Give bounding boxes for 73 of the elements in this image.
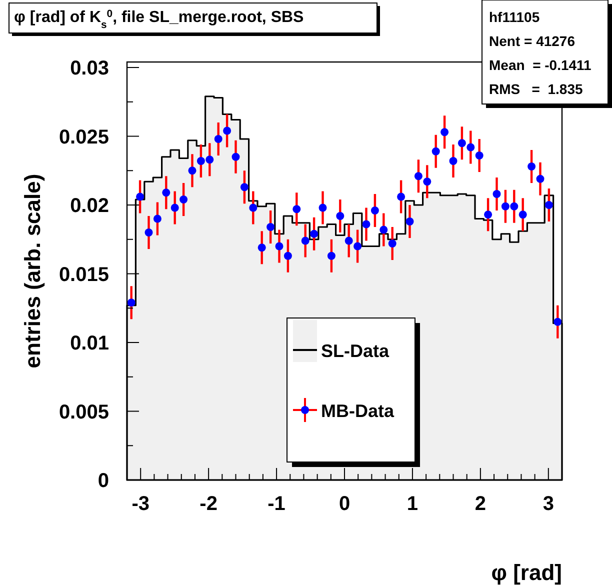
point [266, 223, 275, 231]
point [536, 174, 544, 183]
point [475, 152, 484, 160]
point [414, 172, 422, 180]
y-tick-label: 0.015 [58, 264, 109, 286]
point [554, 318, 562, 326]
point [544, 201, 553, 209]
point [370, 206, 379, 214]
x-axis-title: φ [rad] [491, 560, 562, 585]
point [196, 157, 205, 165]
point [492, 190, 501, 198]
point [310, 230, 318, 238]
x-tick-label: -1 [268, 493, 286, 515]
chart-title: φ [rad] of K$_{s}$$^{0}$, file SL_merge.root, SBS [14, 8, 304, 30]
x-tick-label: 3 [542, 493, 554, 515]
point [466, 143, 475, 152]
text: hf11105 [489, 9, 540, 25]
point [440, 128, 449, 136]
annotation: RMS = 1.835 [489, 81, 583, 97]
x-tick-label: -3 [132, 493, 150, 515]
x-tick-label: 1 [406, 493, 418, 515]
y-tick-label: 0.02 [70, 195, 109, 217]
y-tick-label: 0.025 [58, 126, 109, 148]
point [301, 236, 310, 245]
point [510, 202, 518, 210]
point [423, 178, 432, 186]
annotation: Mean = -0.1411 [489, 57, 592, 73]
point [232, 152, 240, 161]
point [144, 228, 153, 236]
point [397, 192, 406, 201]
point [127, 298, 136, 307]
point [275, 242, 284, 250]
point [188, 166, 196, 175]
point [388, 240, 396, 248]
point [223, 126, 232, 135]
point [249, 204, 258, 212]
point [170, 204, 179, 212]
point [449, 157, 458, 165]
point [362, 220, 370, 228]
y-tick-label: 0.005 [58, 401, 109, 424]
point [336, 212, 344, 220]
point [206, 156, 214, 164]
point [136, 192, 144, 201]
point [380, 226, 388, 234]
point [162, 188, 170, 197]
point [406, 218, 414, 226]
text: Nent = 41276 [489, 33, 576, 49]
point [153, 214, 162, 223]
y-axis-title: entries (arb. scale) [20, 174, 45, 368]
point [354, 242, 362, 250]
y-tick-label: 0 [98, 470, 109, 492]
point [432, 147, 440, 156]
legend-label: MB-Data [321, 401, 395, 421]
point [518, 210, 527, 219]
point [458, 139, 466, 148]
point [180, 196, 188, 204]
x-tick-label: 0 [338, 493, 350, 515]
point [344, 236, 353, 245]
y-tick-label: 0.01 [70, 332, 109, 354]
point [501, 202, 510, 210]
point [284, 252, 292, 260]
legend-label: SL-Data [321, 341, 390, 361]
point [528, 162, 536, 170]
point [292, 205, 301, 214]
point [327, 252, 336, 260]
y-tick-label: 0.03 [70, 58, 109, 80]
point [484, 210, 492, 219]
x-tick-label: -2 [200, 493, 218, 515]
x-tick-label: 2 [474, 493, 486, 515]
point [240, 183, 248, 192]
point [318, 204, 327, 212]
point [258, 244, 266, 252]
point [214, 135, 222, 143]
